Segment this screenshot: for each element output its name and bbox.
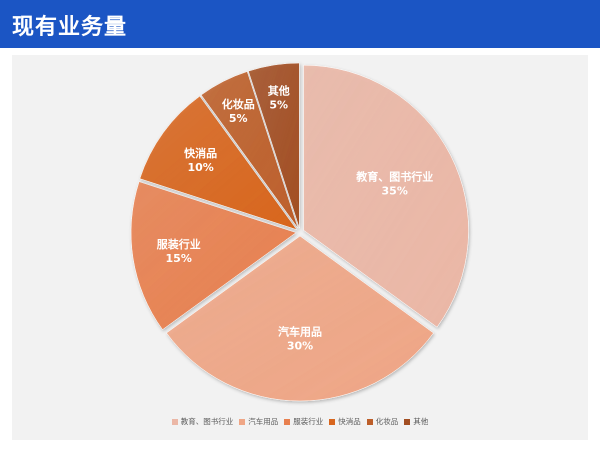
legend-label: 其他 [413,417,429,426]
legend-item: 化妆品 [366,416,399,427]
legend-item: 其他 [404,416,428,427]
legend-item: 汽车用品 [239,416,278,427]
legend-swatch [284,419,291,425]
legend-label: 化妆品 [375,417,399,426]
legend-swatch [239,419,246,425]
slice-value-label: 35% [382,185,408,198]
pie-slice-6 [248,62,300,229]
legend-label: 快消品 [338,417,361,426]
slice-value-label: 15% [166,252,192,265]
legend-swatch [404,419,411,425]
pie-slice-3 [130,181,297,330]
slice-category-label: 其他 [268,84,290,98]
pie-slice-4 [139,95,298,231]
legend-label: 汽车用品 [248,417,279,426]
legend-swatch [366,419,373,425]
legend-item: 教育、图书行业 [171,416,234,427]
pie-slice-1 [303,64,469,328]
slice-value-label: 10% [187,161,213,174]
slice-category-label: 服装行业 [157,237,201,251]
legend-swatch [329,419,336,425]
slice-value-label: 5% [269,99,288,112]
pie-slice-2 [166,235,434,402]
legend-label: 教育、图书行业 [180,417,234,426]
legend-label: 服装行业 [293,417,324,426]
title-bar: 现有业务量 [0,0,600,48]
slice-category-label: 教育、图书行业 [355,170,433,184]
legend-item: 服装行业 [284,416,323,427]
slice-category-label: 化妆品 [222,97,255,111]
pie-slice-5 [200,71,299,229]
slice-category-label: 汽车用品 [278,324,322,338]
slice-value-label: 30% [287,339,313,352]
slice-category-label: 快消品 [183,146,217,160]
legend-item: 快消品 [329,416,361,427]
slice-value-label: 5% [229,112,248,125]
page-title: 现有业务量 [12,15,128,40]
legend-swatch [171,419,178,425]
chart-legend: 教育、图书行业 汽车用品 服装行业 快消品 化妆品 其他 [12,416,588,427]
